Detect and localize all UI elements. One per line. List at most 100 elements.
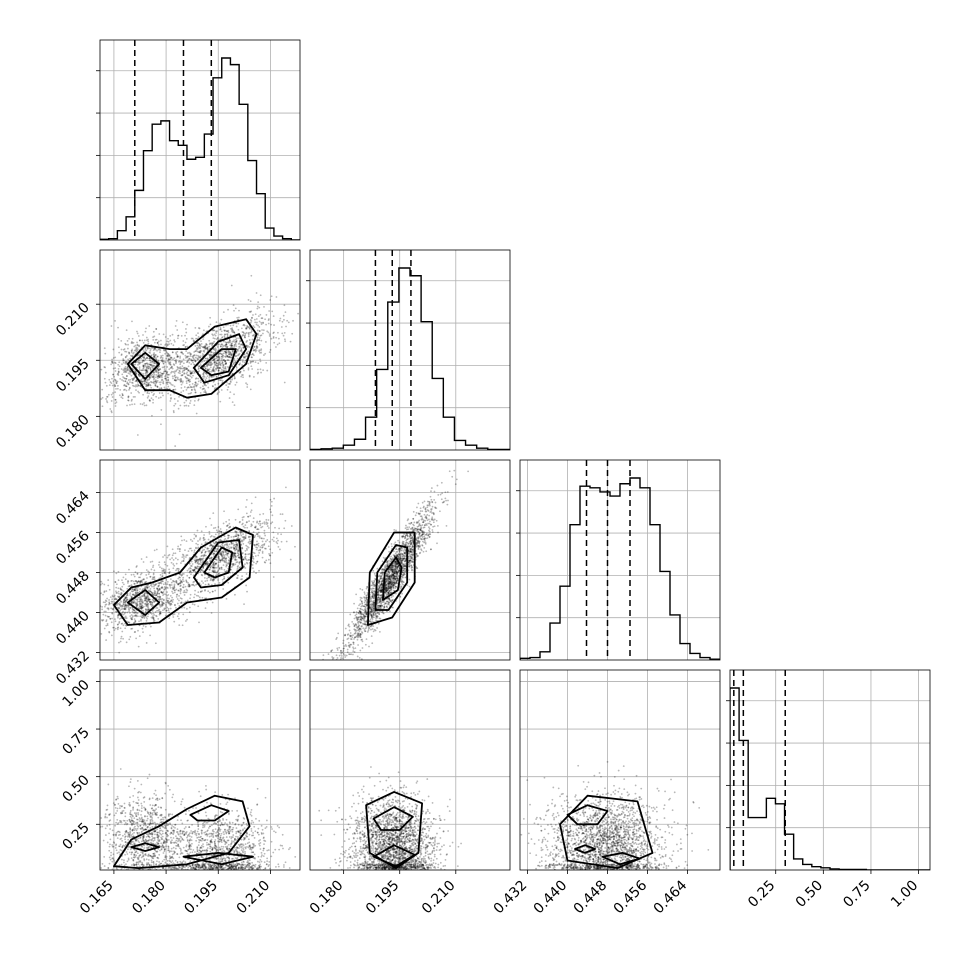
- scatter-point: [234, 530, 237, 533]
- scatter-point: [209, 366, 212, 369]
- scatter-point: [397, 579, 399, 581]
- scatter-point: [254, 534, 257, 537]
- scatter-point: [198, 347, 201, 349]
- scatter-point: [145, 369, 148, 372]
- scatter-point: [129, 615, 132, 618]
- scatter-point: [243, 361, 246, 364]
- scatter-point: [224, 543, 227, 546]
- scatter-point: [152, 398, 154, 401]
- scatter-point: [249, 535, 251, 538]
- scatter-point: [174, 604, 176, 607]
- scatter-point: [142, 334, 144, 336]
- scatter-point: [257, 542, 260, 545]
- scatter-point: [214, 562, 217, 565]
- scatter-point: [235, 322, 237, 325]
- scatter-point: [204, 541, 207, 544]
- scatter-point: [154, 380, 157, 383]
- scatter-point: [142, 364, 144, 367]
- scatter-point: [178, 360, 181, 362]
- scatter-point: [397, 570, 400, 573]
- scatter-point: [258, 350, 261, 353]
- scatter-point: [144, 608, 147, 611]
- scatter-point: [122, 590, 125, 593]
- scatter-point: [179, 377, 182, 380]
- scatter-point: [225, 343, 228, 346]
- scatter-point: [145, 569, 148, 571]
- scatter-point: [133, 621, 135, 624]
- scatter-point: [139, 403, 142, 405]
- scatter-point: [232, 564, 235, 567]
- scatter-point: [200, 345, 202, 348]
- scatter-point: [406, 538, 409, 541]
- scatter-point: [157, 618, 160, 620]
- scatter-point: [185, 380, 188, 383]
- scatter-point: [161, 373, 164, 376]
- scatter-point: [400, 561, 403, 564]
- scatter-point: [265, 341, 267, 343]
- scatter-point: [142, 341, 145, 344]
- scatter-point: [233, 346, 236, 348]
- scatter-point: [335, 636, 338, 639]
- scatter-point: [149, 601, 152, 603]
- scatter-point: [193, 371, 196, 374]
- scatter-point: [183, 386, 186, 388]
- scatter-point: [206, 343, 208, 346]
- scatter-point: [218, 357, 221, 360]
- scatter-point: [181, 380, 184, 383]
- scatter-point: [392, 581, 395, 584]
- scatter-point: [153, 382, 155, 385]
- scatter-point: [242, 346, 245, 349]
- scatter-point: [231, 557, 234, 560]
- scatter-point: [370, 610, 373, 613]
- scatter-point: [200, 568, 203, 571]
- scatter-point: [145, 381, 148, 384]
- scatter-point: [109, 596, 112, 599]
- scatter-point: [222, 359, 224, 362]
- scatter-point: [378, 586, 381, 589]
- scatter-point: [189, 385, 192, 388]
- scatter-point: [263, 561, 266, 563]
- scatter-point: [212, 347, 215, 350]
- scatter-point: [425, 510, 428, 513]
- scatter-point: [162, 570, 165, 572]
- scatter-point: [252, 334, 255, 337]
- scatter-point: [153, 362, 156, 365]
- scatter-point: [195, 384, 197, 387]
- scatter-point: [150, 397, 153, 400]
- scatter-point: [142, 380, 145, 383]
- scatter-point: [388, 574, 391, 577]
- scatter-point: [183, 539, 186, 541]
- scatter-point: [195, 334, 198, 337]
- scatter-point: [172, 588, 174, 591]
- scatter-point: [147, 597, 150, 600]
- scatter-point: [251, 368, 254, 370]
- scatter-point: [172, 410, 175, 412]
- scatter-point: [161, 392, 164, 394]
- scatter-point: [158, 561, 161, 564]
- scatter-point: [184, 591, 186, 594]
- scatter-point: [113, 361, 116, 364]
- scatter-point: [224, 553, 227, 556]
- scatter-point: [162, 333, 165, 336]
- scatter-point: [130, 590, 133, 593]
- scatter-point: [260, 537, 263, 540]
- scatter-point: [153, 335, 156, 338]
- scatter-point: [233, 543, 236, 546]
- scatter-point: [166, 355, 168, 357]
- scatter-point: [186, 345, 189, 348]
- scatter-point: [159, 612, 162, 615]
- scatter-point: [150, 603, 153, 606]
- scatter-point: [103, 583, 106, 586]
- scatter-point: [148, 375, 151, 378]
- scatter-point: [147, 346, 149, 349]
- scatter-point: [153, 357, 156, 359]
- scatter-point: [211, 385, 214, 387]
- scatter-point: [171, 366, 173, 368]
- scatter-point: [212, 541, 215, 544]
- scatter-point: [252, 551, 255, 554]
- scatter-point: [169, 586, 172, 589]
- scatter-point: [147, 365, 150, 368]
- scatter-point: [132, 352, 135, 355]
- scatter-point: [114, 598, 116, 601]
- scatter-point: [157, 588, 160, 591]
